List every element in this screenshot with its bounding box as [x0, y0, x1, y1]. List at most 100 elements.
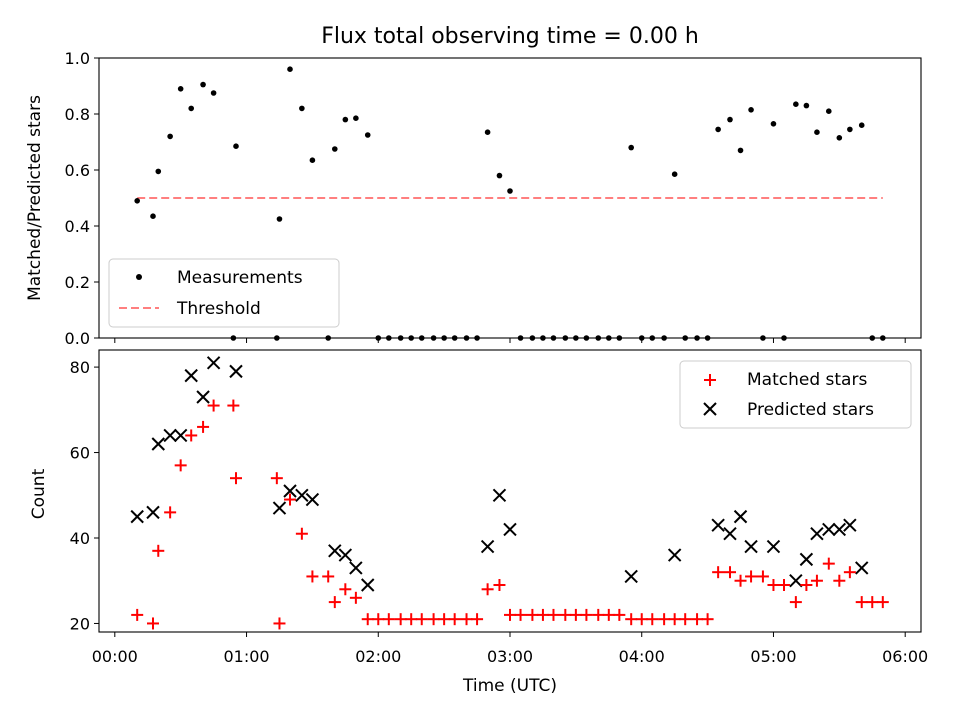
predicted-star-point: [272, 501, 287, 515]
measurement-point: [331, 146, 338, 152]
predicted-star-point: [151, 437, 165, 451]
predicted-star-point: [733, 509, 748, 524]
matched-star-point: [712, 566, 725, 579]
matched-star-point: [592, 608, 605, 621]
measurement-point: [793, 101, 799, 107]
matched-star-point: [197, 420, 210, 433]
bottom-xtick-label: 06:00: [882, 647, 928, 666]
predicted-star-point: [492, 488, 507, 502]
bottom-xtick-label: 01:00: [223, 647, 269, 666]
matched-star-point: [536, 608, 549, 621]
legend-marker-measurements: [136, 274, 142, 280]
measurement-point: [210, 90, 217, 96]
matched-star-point: [227, 399, 240, 412]
measurement-point: [507, 188, 513, 194]
matched-star-point: [230, 472, 242, 485]
predicted-star-point: [832, 522, 847, 537]
legend-marker-predicted: [703, 402, 717, 416]
matched-star-point: [800, 579, 813, 591]
measurement-point: [628, 144, 634, 151]
measurement-point: [770, 121, 777, 127]
bottom-legend: Matched stars Predicted stars: [679, 360, 912, 429]
predicted-star-point: [295, 488, 309, 502]
predicted-star-point: [349, 561, 363, 575]
bottom-ytick-label: 80: [70, 358, 90, 377]
matched-star-point: [679, 613, 692, 626]
top-chart-title: Flux total observing time = 0.00 h: [321, 24, 699, 49]
top-ytick-label: 1.0: [65, 49, 90, 68]
measurement-point: [233, 143, 239, 149]
top-ytick-label: 0.2: [65, 273, 90, 292]
predicted-star-point: [843, 518, 857, 532]
matched-star-point: [427, 613, 440, 626]
measurement-point: [276, 216, 283, 222]
predicted-star-point: [723, 527, 737, 541]
measurement-point: [484, 129, 491, 135]
matched-star-point: [328, 596, 341, 609]
matched-star-point: [481, 583, 494, 596]
measurement-point: [134, 198, 141, 204]
top-ytick-label: 0.4: [65, 217, 90, 236]
matched-star-point: [778, 579, 790, 591]
top-legend: Measurements Threshold: [108, 258, 340, 328]
predicted-star-point: [361, 578, 375, 592]
matched-star-point: [646, 613, 659, 626]
matched-star-point: [526, 608, 539, 621]
bottom-legend-box: [679, 360, 912, 429]
predicted-star-point: [130, 509, 144, 524]
matched-star-point: [295, 527, 308, 540]
matched-star-point: [767, 579, 780, 591]
predicted-star-point: [163, 428, 177, 443]
matched-star-point: [547, 608, 560, 621]
matched-star-point: [339, 583, 352, 596]
x-axis-label: Time (UTC): [462, 676, 557, 696]
bottom-ytick-label: 40: [70, 529, 90, 548]
matched-star-point: [394, 613, 407, 626]
measurement-point: [858, 122, 865, 128]
measurement-point: [727, 116, 733, 123]
predicted-star-point: [146, 505, 160, 520]
matched-star-point: [810, 574, 823, 587]
measurement-point: [814, 129, 820, 135]
measurement-point: [353, 115, 359, 121]
matched-star-point: [448, 613, 461, 626]
measurement-point: [309, 157, 316, 163]
matched-star-point: [691, 613, 704, 626]
bottom-y-axis-label: Count: [29, 468, 49, 519]
predicted-star-point: [196, 390, 210, 404]
bottom-axis-ticks: 20 40 60 80 00:00 01:00 02:00 03:00 04:00 05:00 06…: [70, 358, 929, 666]
top-ytick-label: 0.6: [65, 161, 90, 180]
matched-star-point: [789, 596, 802, 609]
matched-star-point: [843, 566, 856, 579]
matched-star-point: [559, 608, 572, 621]
predicted-star-point: [624, 569, 638, 584]
matched-star-point: [174, 459, 187, 472]
legend-marker-matched: [704, 374, 716, 386]
matched-star-point: [635, 613, 648, 626]
bottom-xtick-label: 03:00: [487, 647, 533, 666]
top-legend-box: [108, 258, 340, 328]
measurement-point: [496, 172, 503, 179]
matched-star-point: [701, 613, 714, 626]
legend-label-predicted: Predicted stars: [747, 400, 874, 420]
predicted-star-point: [229, 364, 243, 379]
measurement-point: [748, 107, 754, 113]
legend-label-matched: Matched stars: [747, 370, 867, 390]
predicted-star-point: [480, 539, 495, 554]
predicted-star-point: [173, 428, 188, 443]
bottom-xtick-label: 04:00: [619, 647, 665, 666]
matched-star-point: [131, 608, 144, 621]
predicted-star-point: [667, 548, 682, 562]
top-ytick-label: 0.0: [65, 329, 90, 348]
matched-star-point: [372, 613, 385, 626]
bottom-ytick-label: 60: [70, 444, 90, 463]
matched-star-point: [668, 613, 681, 626]
measurement-point: [177, 86, 184, 92]
matched-star-point: [471, 613, 484, 626]
measurement-point: [188, 105, 195, 112]
matched-star-point: [625, 613, 638, 626]
bottom-xtick-label: 02:00: [355, 647, 401, 666]
matched-star-point: [602, 608, 615, 621]
matched-star-point: [361, 613, 374, 626]
legend-label-measurements: Measurements: [177, 268, 303, 288]
